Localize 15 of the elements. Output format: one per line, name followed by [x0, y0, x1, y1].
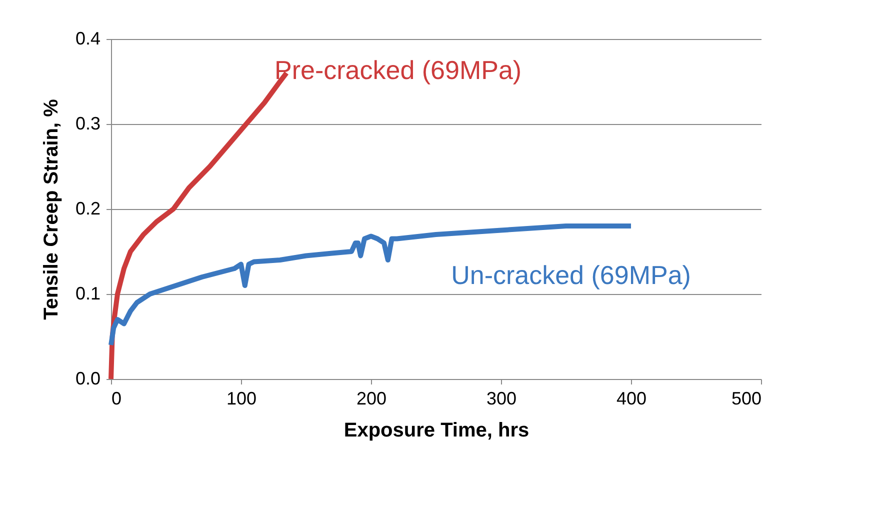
y-tick-label: 0.2: [75, 198, 100, 218]
x-tick-label: 0: [112, 388, 122, 408]
y-tick-label: 0.3: [75, 114, 100, 134]
y-tick-label: 0.4: [75, 28, 100, 48]
x-tick-label: 500: [731, 388, 762, 408]
x-tick-label: 300: [486, 388, 517, 408]
x-axis-title: Exposure Time, hrs: [344, 420, 530, 442]
y-tick-label: 0.1: [75, 284, 100, 304]
x-tick-label: 100: [226, 388, 257, 408]
series-label: Pre-cracked (69MPa): [274, 55, 522, 85]
x-tick-label: 400: [616, 388, 647, 408]
x-tick-label: 200: [356, 388, 387, 408]
series-label: Un-cracked (69MPa): [451, 260, 691, 290]
y-tick-label: 0.0: [75, 368, 100, 388]
y-axis-title: Tensile Creep Strain, %: [40, 98, 62, 320]
